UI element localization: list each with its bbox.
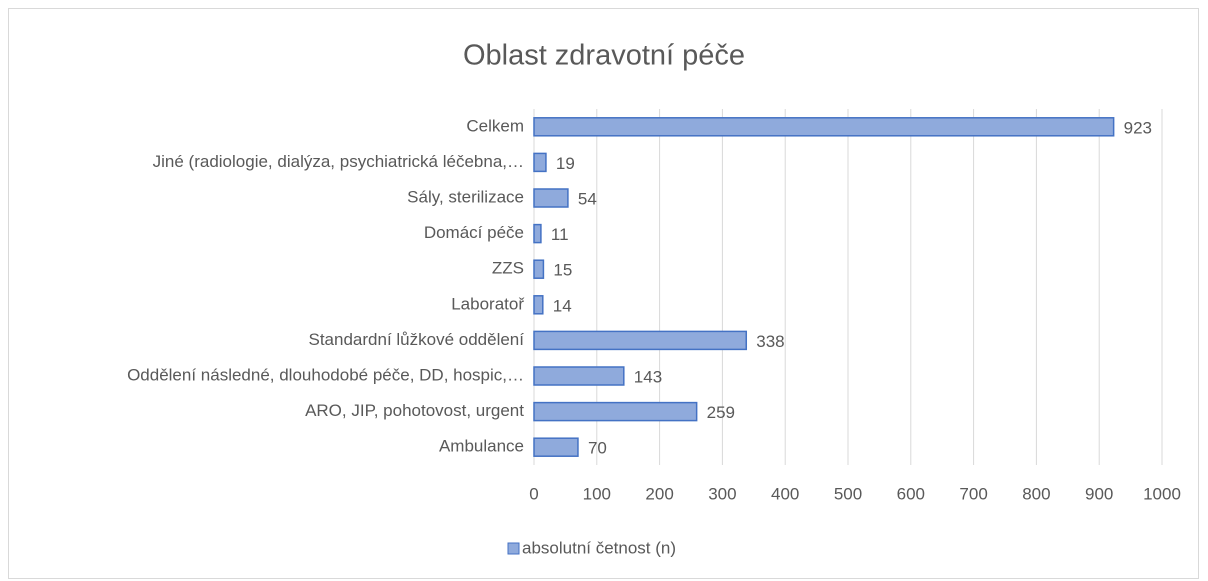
value-label: 14 <box>553 296 572 315</box>
x-tick-label: 600 <box>897 484 925 503</box>
y-tick-label: ZZS <box>492 259 524 278</box>
bar <box>533 330 748 351</box>
bar <box>533 152 547 173</box>
x-tick-label: 700 <box>959 484 987 503</box>
y-tick-label: Oddělení následné, dlouhodobé péče, DD, … <box>127 365 524 384</box>
bar <box>533 188 569 208</box>
bar <box>533 366 625 386</box>
y-tick-label: Ambulance <box>439 437 524 456</box>
value-label: 923 <box>1124 118 1152 137</box>
value-label: 19 <box>556 154 575 173</box>
value-label: 15 <box>553 261 572 280</box>
y-tick-label: Standardní lůžkové oddělení <box>309 330 525 349</box>
legend-swatch <box>507 542 520 555</box>
x-tick-label: 500 <box>834 484 862 503</box>
value-label: 338 <box>756 332 784 351</box>
value-label: 259 <box>707 403 735 422</box>
y-tick-label: Sály, sterilizace <box>407 187 524 206</box>
y-tick-label: Jiné (radiologie, dialýza, psychiatrická… <box>153 152 524 171</box>
x-tick-label: 900 <box>1085 484 1113 503</box>
value-label: 54 <box>578 189 597 208</box>
x-tick-label: 300 <box>708 484 736 503</box>
y-tick-label: Domácí péče <box>424 223 524 242</box>
bar <box>533 117 1115 137</box>
bar <box>533 259 545 279</box>
value-label: 143 <box>634 367 662 386</box>
chart-border <box>8 8 1199 579</box>
bar <box>533 223 542 244</box>
x-tick-label: 100 <box>583 484 611 503</box>
bar <box>533 401 698 422</box>
legend-label: absolutní četnost (n) <box>522 538 676 557</box>
bar <box>533 295 544 315</box>
x-tick-label: 200 <box>645 484 673 503</box>
bar <box>533 437 579 457</box>
y-tick-label: Celkem <box>466 116 524 135</box>
x-tick-label: 400 <box>771 484 799 503</box>
x-tick-label: 800 <box>1022 484 1050 503</box>
x-tick-label: 1000 <box>1143 484 1181 503</box>
y-tick-label: ARO, JIP, pohotovost, urgent <box>305 401 524 420</box>
y-tick-label: Laboratoř <box>451 294 524 313</box>
value-label: 11 <box>551 225 569 244</box>
value-label: 70 <box>588 439 607 458</box>
x-tick-label: 0 <box>529 484 538 503</box>
chart-title: Oblast zdravotní péče <box>463 40 745 72</box>
